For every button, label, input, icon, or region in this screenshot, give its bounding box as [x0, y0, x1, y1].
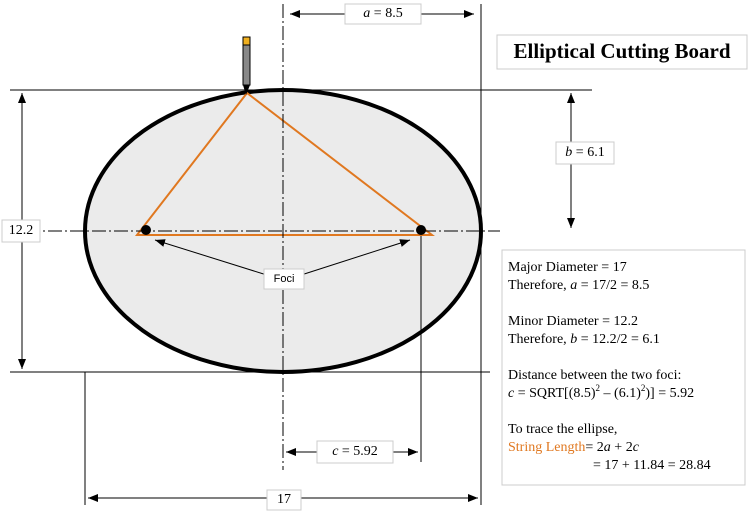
text-segment: Minor Diameter = 12.2 [508, 314, 638, 329]
title-box [496, 34, 748, 70]
notes-box [501, 249, 746, 486]
pencil-tip [242, 36, 251, 46]
text-segment: Major Diameter = 17 [508, 260, 627, 275]
dimension-label: 12.2 [9, 223, 34, 238]
note-line: String Length= 2a + 2c [508, 440, 640, 455]
text-segment: c [332, 444, 339, 459]
focus [141, 225, 151, 235]
text-segment: String Length [508, 440, 585, 455]
focus [416, 225, 426, 235]
dimension-label: 17 [277, 492, 291, 507]
text-segment: 17 [277, 492, 291, 507]
text-segment: = SQRT[(8.5) [514, 386, 596, 401]
text-segment: + 2 [611, 440, 633, 455]
string [134, 91, 435, 236]
notes: Major Diameter = 17 Therefore, a = 17/2 =… [508, 260, 711, 473]
note-line: Therefore, b = 12.2/2 = 6.1 [508, 332, 660, 347]
text-segment: = 12.2/2 = 6.1 [577, 332, 660, 347]
text-segment: c [633, 440, 640, 455]
text-segment: Therefore, [508, 332, 570, 347]
dimension-label: Foci [274, 273, 295, 285]
note-line: To trace the ellipse, [508, 422, 617, 437]
text-segment: = 8.5 [370, 6, 402, 21]
dimension-label: c = 5.92 [332, 444, 378, 459]
text-segment: a [570, 278, 577, 293]
text-segment: = 2 [585, 440, 603, 455]
note-line: Distance between the two foci: [508, 368, 681, 383]
label-box [266, 489, 302, 511]
text-segment: 12.2 [9, 223, 34, 238]
note-line: Minor Diameter = 12.2 [508, 314, 638, 329]
dimension-label: b = 6.1 [565, 145, 604, 160]
label-box [344, 3, 422, 25]
text-segment: a [604, 440, 611, 455]
text-segment: )] = 5.92 [645, 386, 694, 401]
text-segment: Distance between the two foci: [508, 368, 681, 383]
note-line: Major Diameter = 17 [508, 260, 627, 275]
text-segment: – (6.1) [600, 386, 641, 401]
text-segment: 2 [596, 383, 601, 393]
note-line: Therefore, a = 17/2 = 8.5 [508, 278, 649, 293]
text-segment: = 5.92 [338, 444, 377, 459]
note-line: c = SQRT[(8.5)2 – (6.1)2)] = 5.92 [508, 383, 694, 401]
text-segment: To trace the ellipse, [508, 422, 617, 437]
label-box [555, 141, 615, 165]
label-box [316, 440, 394, 464]
text-segment: b [570, 332, 577, 347]
label-box [263, 268, 305, 290]
text-segment: b [565, 145, 572, 160]
label-boxes [1, 3, 748, 511]
text-segment: 2 [641, 383, 646, 393]
construction-lines [4, 4, 592, 505]
text-segment: a [363, 6, 370, 21]
foci-arrow [297, 239, 411, 277]
text-segment: = 17 + 11.84 = 28.84 [593, 458, 711, 473]
text-segment: = 17/2 = 8.5 [577, 278, 649, 293]
foci-arrow [154, 239, 271, 277]
text-segment: c [508, 386, 515, 401]
text-segment: Therefore, [508, 278, 570, 293]
text-segment: Foci [274, 273, 295, 285]
title: Elliptical Cutting Board [513, 39, 730, 63]
note-line: = 17 + 11.84 = 28.84 [593, 458, 711, 473]
pencil [242, 44, 251, 86]
labels: a = 8.5 b = 6.1 c = 5.92 12.2 17 Foci [9, 6, 605, 507]
text-segment: = 6.1 [572, 145, 604, 160]
label-box [1, 219, 41, 243]
dimension-label: a = 8.5 [363, 6, 402, 21]
